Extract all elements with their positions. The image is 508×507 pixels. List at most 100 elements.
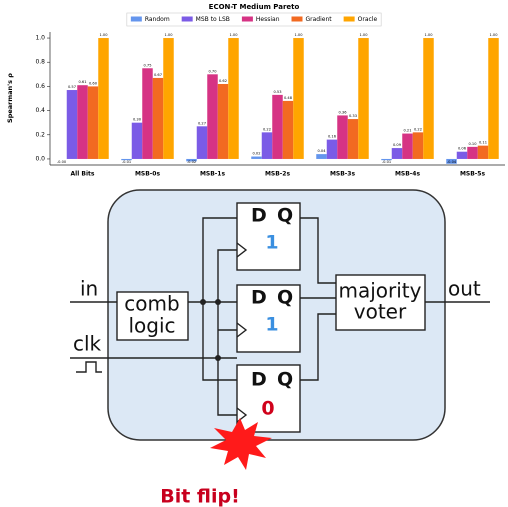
bar (348, 119, 359, 159)
y-tick-label: 0.6 (35, 83, 45, 90)
value-label: 1.00 (294, 33, 303, 37)
bar (413, 132, 424, 159)
value-label: 1.00 (489, 33, 498, 37)
ff-q: Q (277, 205, 293, 227)
bar (337, 115, 348, 159)
comb-logic-label: comb (124, 292, 179, 316)
bar (197, 126, 208, 159)
value-label: 1.00 (229, 33, 238, 37)
y-tick-label: 0.4 (35, 107, 45, 114)
bar (402, 134, 413, 159)
bar (163, 38, 174, 159)
value-label: 0.11 (479, 141, 487, 145)
chart-title: ECON-T Medium Pareto (209, 3, 300, 11)
value-label: 0.61 (78, 80, 86, 84)
value-label: 0.60 (89, 81, 98, 85)
bar (467, 147, 478, 159)
value-label: 0.33 (349, 114, 357, 118)
value-label: 1.00 (99, 33, 108, 37)
value-label: 0.22 (414, 127, 422, 131)
voter-label: voter (354, 300, 407, 324)
value-label: 1.00 (424, 33, 433, 37)
y-tick-label: 0.2 (35, 131, 45, 138)
bar (207, 74, 218, 159)
bar (218, 84, 229, 159)
x-tick-label: All Bits (71, 171, 95, 178)
y-axis-label: Spearman's ρ (6, 73, 14, 123)
bar (67, 90, 78, 159)
junction (215, 299, 221, 305)
ff-q: Q (277, 287, 293, 309)
x-tick-label: MSB-1s (200, 171, 226, 178)
legend-swatch (344, 17, 355, 22)
bar (392, 148, 403, 159)
bar (478, 146, 489, 159)
value-label: 0.30 (133, 118, 142, 122)
value-label: 0.09 (393, 143, 402, 147)
value-label: 0.02 (252, 152, 260, 156)
legend-label: Hessian (256, 16, 280, 23)
bar (262, 132, 273, 159)
ff-d: D (251, 369, 267, 391)
flip-flop: D Q 1 (237, 203, 300, 270)
ff-state: 1 (265, 314, 278, 336)
value-label: 0.62 (219, 79, 227, 83)
ff-d: D (251, 205, 267, 227)
bar (457, 152, 468, 159)
x-tick-label: MSB-3s (330, 171, 356, 178)
ff-state: 1 (265, 232, 278, 254)
bar (423, 38, 434, 159)
output-label: out (448, 277, 481, 301)
x-tick-label: MSB-4s (395, 171, 421, 178)
value-label: 0.57 (68, 85, 76, 89)
value-label: 0.22 (263, 127, 271, 131)
junction (200, 299, 206, 305)
value-label: 1.00 (359, 33, 368, 37)
x-tick-label: MSB-5s (460, 171, 486, 178)
value-label: 0.04 (317, 149, 326, 153)
legend-swatch (242, 17, 253, 22)
value-label: 1.00 (164, 33, 173, 37)
figure: ECON-T Medium Pareto Spearman's ρ Random… (0, 0, 508, 507)
value-label: 0.53 (273, 90, 281, 94)
diagram: D Q 1 D Q 1 D Q 0 comb logic majority vo… (70, 190, 490, 507)
value-label: 0.36 (338, 110, 347, 114)
bar (327, 140, 338, 159)
x-tick-label: MSB-2s (265, 171, 291, 178)
bar (358, 38, 369, 159)
x-tick-label: MSB-0s (135, 171, 161, 178)
bar (488, 38, 499, 159)
value-label: -0.01 (122, 160, 131, 164)
caption: Bit flip! (160, 486, 240, 507)
bar (283, 101, 294, 159)
legend-label: MSB to LSB (196, 16, 230, 23)
comb-logic-label: logic (128, 314, 175, 338)
bar (98, 38, 109, 159)
value-label: 0.16 (328, 135, 337, 139)
bar (132, 123, 143, 159)
y-tick-label: 1.0 (35, 35, 45, 42)
bar (153, 78, 164, 159)
bar (77, 85, 88, 159)
value-label: 0.48 (284, 96, 293, 100)
flip-flop: D Q 0 (237, 365, 300, 432)
value-label: 0.67 (154, 73, 162, 77)
bar (251, 157, 262, 159)
ff-q: Q (277, 369, 293, 391)
bar (272, 95, 283, 159)
clock-label: clk (73, 332, 102, 356)
legend-swatch (131, 17, 142, 22)
bar (88, 86, 99, 159)
bar (142, 68, 153, 159)
value-label: 0.75 (143, 63, 151, 67)
legend-label: Gradient (306, 16, 333, 23)
value-label: 0.70 (208, 69, 217, 73)
value-label: 0.21 (403, 129, 411, 133)
value-label: -0.04 (447, 160, 457, 164)
value-label: -0.00 (57, 160, 67, 164)
value-label: -0.01 (382, 160, 391, 164)
flip-flop: D Q 1 (237, 285, 300, 352)
page: ECON-T Medium Pareto Spearman's ρ Random… (0, 0, 508, 507)
y-tick-label: 0.8 (35, 59, 45, 66)
